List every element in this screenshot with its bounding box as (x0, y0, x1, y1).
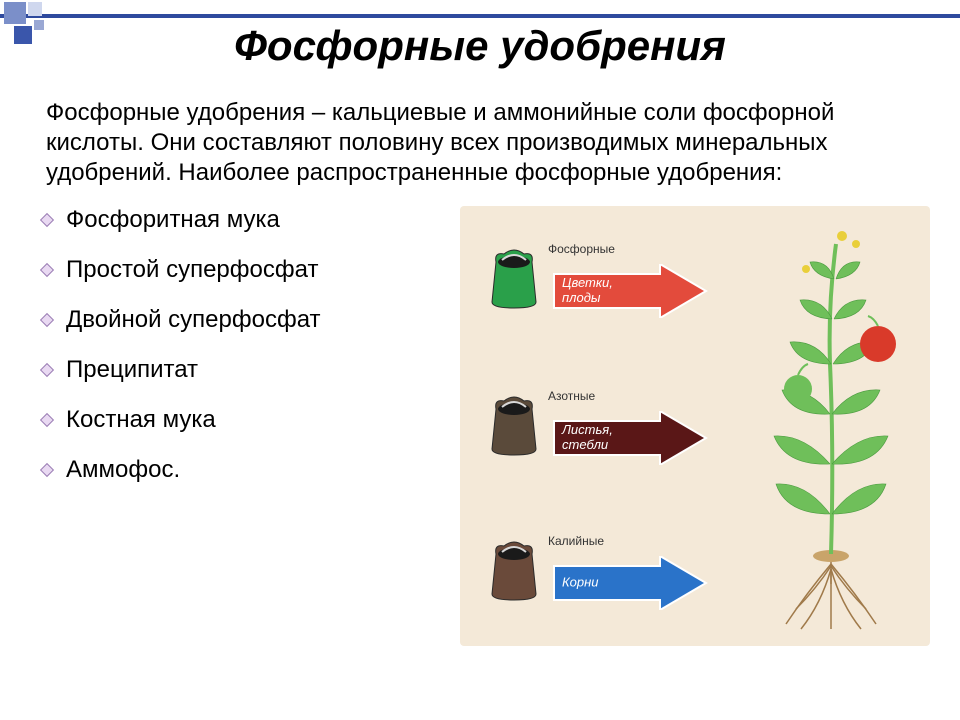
decor-square (4, 2, 26, 24)
fertilizer-list: Фосфоритная мука Простой суперфосфат Двойн… (40, 206, 460, 646)
diamond-bullet-icon (40, 213, 54, 227)
fertilizer-bag-icon (488, 248, 540, 310)
content-area: Фосфорные удобрения – кальциевые и аммон… (40, 98, 930, 646)
decor-square (28, 2, 42, 16)
diamond-bullet-icon (40, 413, 54, 427)
list-item: Аммофос. (40, 458, 460, 482)
arrow-label: Цветки,плоды (562, 276, 613, 306)
bag-label: Фосфорные (548, 242, 615, 256)
lower-row: Фосфоритная мука Простой суперфосфат Двойн… (40, 206, 930, 646)
arrow-label: Корни (562, 576, 599, 591)
arrow-icon: Цветки,плоды (550, 264, 710, 318)
arrow-icon: Корни (550, 556, 710, 610)
list-item-label: Двойной суперфосфат (66, 308, 321, 332)
arrow-icon: Листья,стебли (550, 411, 710, 465)
diamond-bullet-icon (40, 263, 54, 277)
fertilizer-bag-icon (488, 540, 540, 602)
list-item: Преципитат (40, 358, 460, 382)
list-item: Двойной суперфосфат (40, 308, 460, 332)
fertilizer-bag-icon (488, 395, 540, 457)
diamond-bullet-icon (40, 363, 54, 377)
arrow-label: Листья,стебли (562, 423, 613, 453)
list-item: Фосфоритная мука (40, 208, 460, 232)
list-item: Простой суперфосфат (40, 258, 460, 282)
list-item-label: Фосфоритная мука (66, 208, 280, 232)
bag-label: Азотные (548, 389, 595, 403)
list-item-label: Преципитат (66, 358, 198, 382)
fertilizer-diagram: Фосфорные Цветки,плоды Азотные Листья,ст… (460, 206, 930, 646)
page-title: Фосфорные удобрения (0, 22, 960, 70)
list-item-label: Костная мука (66, 408, 216, 432)
diamond-bullet-icon (40, 463, 54, 477)
bag-label: Калийные (548, 534, 604, 548)
plant-illustration (746, 214, 916, 634)
diamond-bullet-icon (40, 313, 54, 327)
list-item-label: Аммофос. (66, 458, 180, 482)
list-item-label: Простой суперфосфат (66, 258, 318, 282)
intro-paragraph: Фосфорные удобрения – кальциевые и аммон… (40, 98, 930, 188)
list-item: Костная мука (40, 408, 460, 432)
